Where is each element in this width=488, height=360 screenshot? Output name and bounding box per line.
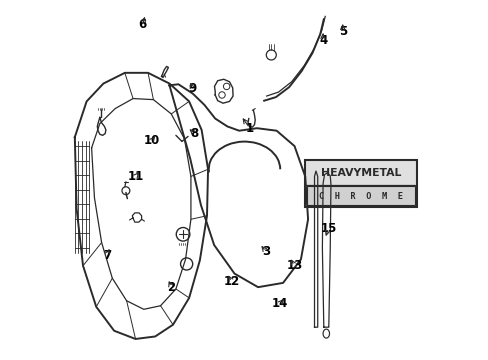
Text: 9: 9 xyxy=(188,82,197,95)
Text: 5: 5 xyxy=(338,25,346,38)
Text: 11: 11 xyxy=(127,170,143,183)
Text: 4: 4 xyxy=(318,34,326,47)
Text: 3: 3 xyxy=(262,245,269,258)
Text: 13: 13 xyxy=(286,259,302,272)
Text: 7: 7 xyxy=(102,248,111,261)
Text: HEAVYMETAL: HEAVYMETAL xyxy=(320,168,400,178)
Text: C  H  R  O  M  E: C H R O M E xyxy=(318,192,402,201)
FancyBboxPatch shape xyxy=(304,160,416,207)
Text: 2: 2 xyxy=(167,281,175,294)
Text: 6: 6 xyxy=(138,18,146,31)
Text: 10: 10 xyxy=(143,134,160,147)
Text: 15: 15 xyxy=(320,222,336,235)
FancyBboxPatch shape xyxy=(306,186,414,205)
Text: 14: 14 xyxy=(271,297,288,310)
Text: 1: 1 xyxy=(245,122,253,135)
Text: 8: 8 xyxy=(190,127,198,140)
Text: 12: 12 xyxy=(224,275,240,288)
